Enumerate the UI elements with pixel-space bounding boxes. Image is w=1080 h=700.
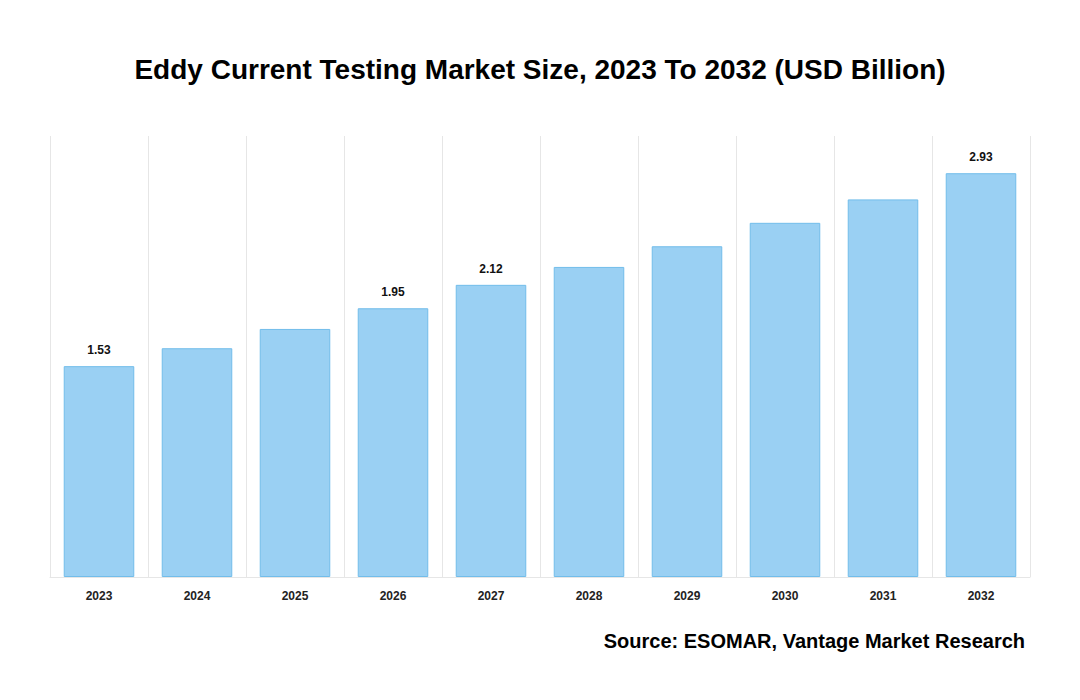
svg-text:2025: 2025: [282, 589, 309, 603]
svg-text:Eddy Current Testing Market Si: Eddy Current Testing Market Size, 2023 T…: [134, 54, 945, 85]
svg-text:2032: 2032: [968, 589, 995, 603]
svg-text:2.12: 2.12: [479, 262, 503, 276]
svg-text:2030: 2030: [772, 589, 799, 603]
svg-text:2029: 2029: [674, 589, 701, 603]
svg-text:2.93: 2.93: [969, 150, 993, 164]
svg-text:1.95: 1.95: [381, 285, 405, 299]
svg-text:2031: 2031: [870, 589, 897, 603]
svg-text:2028: 2028: [576, 589, 603, 603]
svg-text:2027: 2027: [478, 589, 505, 603]
svg-text:2023: 2023: [86, 589, 113, 603]
svg-text:1.53: 1.53: [87, 343, 111, 357]
svg-text:2026: 2026: [380, 589, 407, 603]
svg-text:2024: 2024: [184, 589, 211, 603]
svg-text:Source: ESOMAR, Vantage Market: Source: ESOMAR, Vantage Market Research: [604, 630, 1025, 652]
